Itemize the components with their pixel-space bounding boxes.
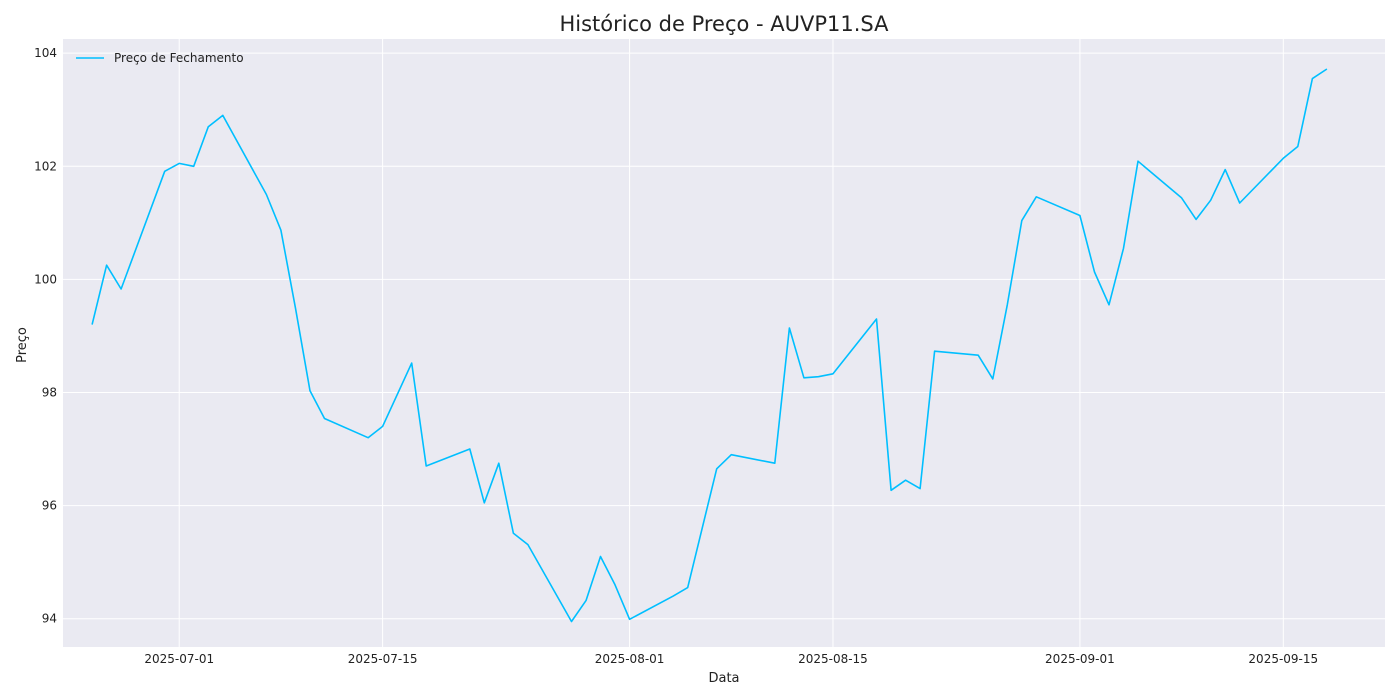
legend-label: Preço de Fechamento [114, 51, 244, 65]
x-tick-label: 2025-09-01 [1045, 652, 1115, 666]
y-tick-label: 96 [42, 499, 57, 513]
y-tick-label: 102 [34, 159, 57, 173]
y-tick-label: 100 [34, 272, 57, 286]
y-axis-label: Preço [15, 327, 30, 363]
grid [63, 39, 1385, 647]
y-tick-label: 104 [34, 46, 57, 60]
chart-title: Histórico de Preço - AUVP11.SA [559, 12, 889, 36]
x-axis-ticks: 2025-07-01 2025-07-15 2025-08-01 2025-08-15… [144, 652, 1318, 666]
x-tick-label: 2025-07-15 [348, 652, 418, 666]
x-tick-label: 2025-09-15 [1248, 652, 1318, 666]
legend: Preço de Fechamento [76, 51, 244, 65]
x-tick-label: 2025-07-01 [144, 652, 214, 666]
y-tick-label: 98 [42, 385, 57, 399]
y-axis-ticks: 94 96 98 100 102 104 [34, 46, 57, 626]
y-tick-label: 94 [42, 612, 57, 626]
series-line-preco-de-fechamento [91, 68, 1328, 623]
x-axis-label: Data [708, 671, 739, 686]
plot-area [63, 39, 1385, 647]
x-tick-label: 2025-08-01 [595, 652, 665, 666]
x-tick-label: 2025-08-15 [798, 652, 868, 666]
